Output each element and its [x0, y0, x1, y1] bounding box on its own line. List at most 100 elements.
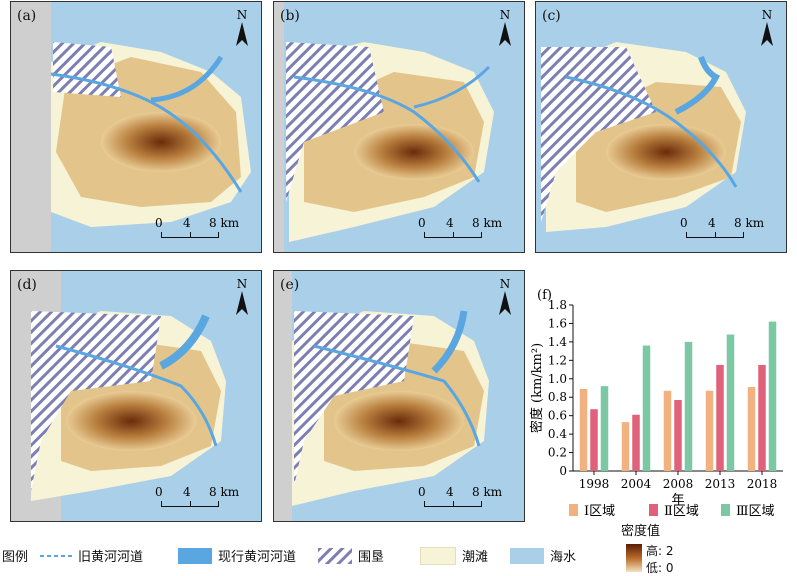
y-tick-label: 1.0	[548, 372, 567, 386]
y-tick-label: 0.2	[548, 446, 567, 460]
y-tick-label: 1.6	[548, 316, 567, 330]
north-label: N	[236, 8, 248, 22]
current-river	[150, 55, 224, 103]
old-river	[293, 75, 481, 183]
legend-series-3: Ⅲ区域	[721, 500, 775, 519]
panel-label: (c)	[542, 8, 561, 24]
scale-bar: 0 4 8 km	[416, 216, 516, 242]
north-arrow-icon: N	[231, 277, 253, 319]
density-hotspot	[66, 391, 196, 451]
north-arrow-icon: N	[231, 8, 253, 50]
reclamation-area	[53, 42, 121, 97]
scale-tick: 0	[155, 216, 163, 230]
y-axis-label: 密度 (km/km²)	[529, 343, 545, 433]
legend-tidal-flat: 潮滩	[420, 546, 488, 565]
legend-label: 现行黄河河道	[218, 550, 297, 565]
chart-panel-label: (f)	[537, 288, 552, 303]
north-label: N	[761, 8, 773, 22]
north-arrow-icon: N	[494, 277, 516, 319]
scale-tick: 4	[446, 216, 454, 230]
panel-label: (b)	[280, 8, 300, 24]
map-b	[274, 2, 494, 252]
legend-sea: 海水	[510, 546, 576, 565]
x-tick-label: 2018	[747, 477, 778, 491]
scale-bar: 0 4 8 km	[153, 485, 253, 511]
bar-1	[747, 387, 756, 471]
map-panel-a: (a) N 0 4 8 km	[10, 1, 262, 253]
y-tick-label: 0.4	[548, 427, 567, 441]
legend-series-1: Ⅰ区域	[569, 500, 615, 519]
legend-title: 图例	[2, 550, 29, 565]
north-arrow-icon: N	[494, 8, 516, 50]
scale-tick: 4	[708, 216, 716, 230]
map-panel-c: (c) N 0 4 8 km	[535, 1, 787, 253]
y-tick-label: 1.4	[548, 335, 567, 349]
current-river	[159, 314, 210, 370]
legend-current-river: 现行黄河河道	[178, 546, 296, 565]
map-c	[541, 42, 746, 232]
legend-swatch	[420, 546, 456, 565]
bar-2	[674, 399, 682, 471]
y-tick-label: 1.8	[548, 298, 567, 312]
legend-label: 潮滩	[462, 550, 489, 565]
old-river	[565, 75, 738, 188]
old-river	[55, 344, 218, 447]
legend-swatch	[569, 503, 578, 516]
bar-2	[716, 364, 724, 471]
bar-1	[621, 422, 630, 471]
density-bar-chart: (f) 0 0.2 0.4 0.6 0.8 1.0 1.2 1.4 1.6 1.8 1998 2004…	[529, 288, 783, 508]
scale-tick: 0	[680, 216, 688, 230]
scale-tick: 8 km	[472, 485, 503, 499]
bar-1	[579, 388, 588, 471]
legend-old-river: 旧黄河河道	[40, 546, 143, 565]
scale-bar: 0 4 8 km	[153, 216, 253, 242]
legend-label: Ⅱ区域	[664, 504, 699, 519]
land-strip	[274, 271, 292, 521]
north-label: N	[236, 277, 248, 291]
density-legend-title: 密度值	[621, 524, 661, 539]
x-tick-label: 2004	[621, 477, 652, 491]
density-gradient	[626, 544, 642, 572]
map-panel-d: (d) N 0 4 8 km	[10, 270, 262, 522]
panel-label: (a)	[17, 8, 37, 24]
y-tick-label: 0.6	[548, 409, 567, 423]
current-river	[431, 310, 468, 374]
legend-swatch	[178, 547, 212, 564]
north-arrow-icon: N	[756, 8, 778, 50]
density-low-label: 低: 0	[646, 561, 674, 575]
scale-tick: 4	[183, 216, 191, 230]
legend-label: 围垦	[358, 550, 385, 565]
scale-tick: 0	[418, 485, 426, 499]
reclamation-area	[31, 311, 161, 491]
land-strip	[11, 2, 51, 252]
bar-3	[768, 321, 777, 471]
scale-tick: 8 km	[472, 216, 503, 230]
legend-swatch	[649, 503, 658, 516]
map-a	[11, 2, 251, 252]
bar-2	[632, 414, 640, 471]
y-tick-label: 0	[559, 464, 567, 478]
bar-1	[705, 390, 714, 471]
old-river	[313, 344, 481, 447]
legend-swatch	[510, 547, 544, 564]
panel-label: (d)	[17, 277, 37, 293]
north-label: N	[499, 8, 511, 22]
reclamation-area	[541, 47, 656, 222]
bar-3	[642, 345, 651, 471]
reclamation-area	[294, 311, 414, 486]
y-tick-label: 1.2	[548, 353, 567, 367]
x-axis-label: 年	[671, 493, 684, 508]
north-label: N	[499, 277, 511, 291]
y-tick-label: 0.8	[548, 390, 567, 404]
legend-reclamation: 围垦	[318, 546, 384, 565]
scale-tick: 4	[183, 485, 191, 499]
legend-label: 海水	[550, 550, 577, 565]
bar-3	[684, 341, 693, 471]
bar-3	[600, 386, 609, 471]
old-river	[50, 72, 243, 193]
scale-tick: 0	[418, 216, 426, 230]
scale-bar: 0 4 8 km	[678, 216, 778, 242]
map-panel-b: (b) N 0 4 8 km	[273, 1, 525, 253]
legend-label: 旧黄河河道	[78, 550, 144, 565]
map-e	[274, 271, 489, 521]
